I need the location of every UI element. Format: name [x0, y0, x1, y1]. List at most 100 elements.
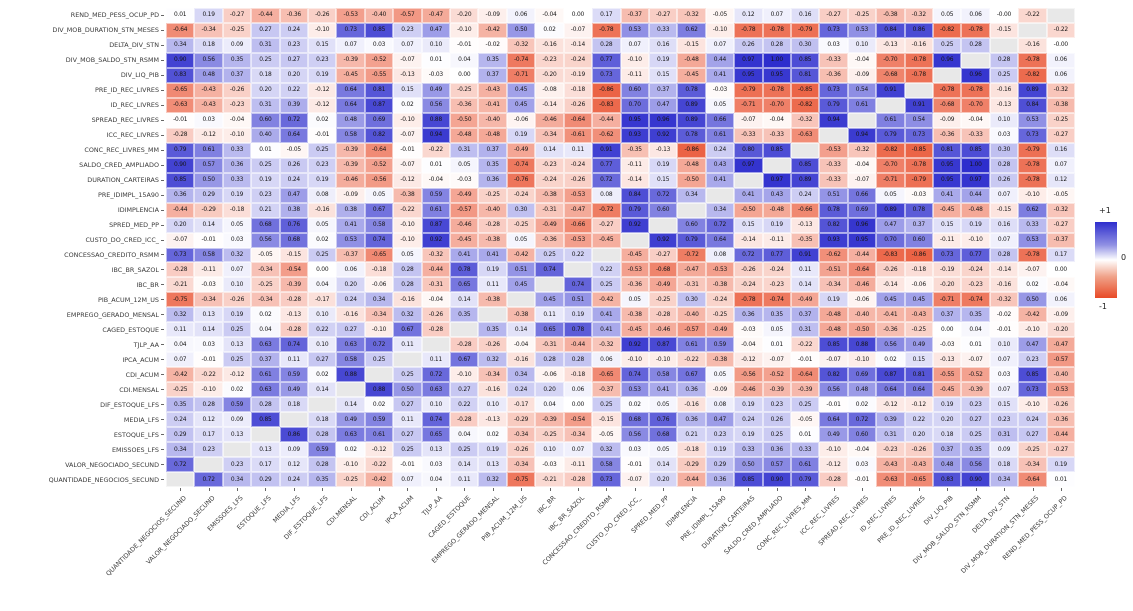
matrix-cell: 0.61 [251, 367, 280, 383]
matrix-cell: 0.07 [762, 8, 791, 23]
matrix-cell: -0.00 [989, 8, 1019, 23]
matrix-cell: -0.14 [876, 277, 905, 293]
matrix-cell: 0.05 [364, 187, 394, 203]
matrix-cell: 1.00 [762, 52, 791, 68]
matrix-cell: 0.68 [620, 412, 649, 428]
matrix-cell: 0.25 [364, 352, 394, 368]
matrix-cell: -0.70 [961, 97, 990, 113]
matrix-cell: 0.60 [847, 427, 877, 443]
matrix-cell: 0.54 [904, 112, 933, 128]
matrix-cell: 0.02 [1018, 277, 1047, 293]
matrix-cell: 0.00 [932, 322, 962, 338]
matrix-cell: 0.53 [1018, 112, 1047, 128]
matrix-cell: 0.25 [762, 427, 791, 443]
matrix-cell: 0.19 [734, 397, 763, 413]
matrix-cell: 0.13 [194, 307, 223, 323]
matrix-cell: -0.48 [762, 202, 791, 218]
matrix-cell: 0.61 [421, 202, 451, 218]
matrix-cell: -0.23 [535, 52, 564, 68]
matrix-cell: -0.07 [620, 472, 649, 487]
matrix-cell: 0.25 [393, 367, 422, 383]
matrix-cell: 0.20 [648, 472, 678, 487]
y-tick [161, 119, 164, 121]
matrix-cell: 0.05 [762, 322, 791, 338]
x-tick [776, 488, 778, 491]
matrix-cell: 0.24 [166, 412, 195, 428]
matrix-cell: -0.63 [790, 127, 820, 143]
matrix-cell: 0.30 [506, 202, 536, 218]
matrix-cell: 0.67 [450, 352, 479, 368]
matrix-cell: 0.89 [677, 97, 706, 113]
row-label: IBC_BR [0, 277, 164, 292]
matrix-cell: -0.24 [961, 262, 990, 278]
matrix-cell: -0.61 [563, 127, 593, 143]
matrix-cell: 0.56 [251, 232, 280, 248]
matrix-cell: -0.24 [563, 52, 593, 68]
y-tick [161, 374, 164, 376]
matrix-cell: -0.18 [364, 262, 394, 278]
matrix-cell: -0.62 [592, 127, 621, 143]
y-tick [161, 359, 164, 361]
matrix-cell [705, 187, 735, 203]
matrix-cell: -0.25 [847, 8, 877, 23]
matrix-cell: -0.50 [677, 172, 706, 188]
y-tick [161, 44, 164, 46]
matrix-cell: 0.53 [1018, 232, 1047, 248]
matrix-cell: -0.16 [336, 307, 365, 323]
matrix-cell: 0.36 [677, 382, 706, 398]
matrix-cell: 0.68 [251, 217, 280, 233]
matrix-cell: 0.01 [421, 52, 451, 68]
matrix-cell: 0.79 [620, 202, 649, 218]
matrix-cell: -0.04 [847, 442, 877, 458]
matrix-cell: 0.07 [563, 442, 593, 458]
matrix-cell: 0.19 [563, 307, 593, 323]
y-tick [161, 419, 164, 421]
matrix-cell: 0.12 [194, 412, 223, 428]
matrix-cell: -0.04 [961, 112, 990, 128]
matrix-cell: -0.75 [506, 472, 536, 487]
matrix-cell: -0.44 [166, 202, 195, 218]
matrix-cell: 0.58 [648, 367, 678, 383]
matrix-cell: -0.38 [620, 307, 649, 323]
matrix-cell: -0.11 [932, 232, 962, 248]
matrix-cell: 0.28 [393, 277, 422, 293]
matrix-cell: -0.78 [904, 67, 933, 83]
matrix-cell: 0.41 [336, 217, 365, 233]
matrix-cell: 0.84 [620, 187, 649, 203]
matrix-cell [790, 142, 820, 158]
matrix-cell: -0.23 [762, 277, 791, 293]
matrix-cell: 0.51 [563, 292, 593, 308]
matrix-cell: 0.04 [450, 52, 479, 68]
matrix-cell: -0.06 [847, 292, 877, 308]
matrix-cell: -0.21 [535, 472, 564, 487]
row-label: EMISSOES_LFS [0, 442, 164, 457]
matrix-cell [251, 427, 280, 443]
matrix-cell: 0.09 [989, 442, 1019, 458]
matrix-cell: 0.87 [364, 97, 394, 113]
y-tick [161, 194, 164, 196]
matrix-cell: 0.23 [308, 157, 337, 173]
matrix-cell: 0.09 [222, 412, 252, 428]
matrix-cell: -0.38 [1046, 97, 1075, 113]
matrix-cell: -0.65 [166, 82, 195, 98]
matrix-cell: 0.88 [364, 382, 394, 398]
matrix-cell: 0.00 [563, 8, 593, 23]
matrix-cell: 0.24 [506, 382, 536, 398]
matrix-cell: -0.54 [279, 262, 309, 278]
matrix-cell [336, 382, 365, 398]
matrix-cell: -0.27 [648, 8, 678, 23]
heatmap-grid: 0.01 0.19 -0.27 -0.44 -0.36 -0.26 -0.53 -0.40 -0… [166, 8, 1075, 487]
matrix-cell: -0.31 [421, 277, 451, 293]
matrix-cell: 0.92 [620, 217, 649, 233]
matrix-cell: -0.09 [1046, 307, 1075, 323]
matrix-cell: 0.37 [932, 307, 962, 323]
matrix-cell: -0.56 [364, 172, 394, 188]
matrix-cell: -0.53 [563, 187, 593, 203]
matrix-cell: -0.04 [421, 172, 451, 188]
y-tick [161, 464, 164, 466]
matrix-cell: 0.19 [961, 217, 990, 233]
matrix-cell: 0.50 [194, 172, 223, 188]
matrix-cell: 0.73 [592, 472, 621, 487]
matrix-cell: 0.22 [592, 262, 621, 278]
matrix-cell: -0.28 [819, 472, 848, 487]
